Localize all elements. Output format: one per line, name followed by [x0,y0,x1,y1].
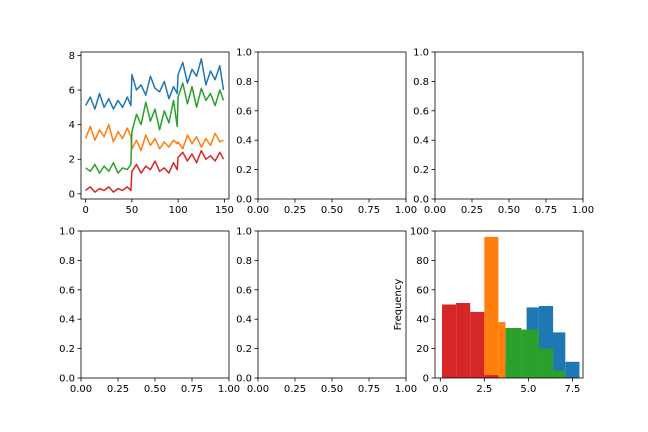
x-tick-label: 1.00 [395,384,417,395]
y-tick-label: 0.4 [413,136,429,147]
x-tick-label: 2.5 [476,384,492,395]
x-tick-label: 0.00 [247,205,269,216]
x-tick-label: 0.75 [358,384,380,395]
series-line-0 [84,58,225,110]
y-tick-label: 0.4 [59,315,75,326]
y-tick-label: 0.6 [59,285,75,296]
series-line-3 [85,149,225,193]
y-tick-label: 0.4 [236,315,252,326]
x-tick-label: 7.5 [564,384,580,395]
y-axis-label: Frequency [393,279,404,331]
x-tick-label: 0.25 [107,384,129,395]
x-tick-label: 0.00 [247,384,269,395]
axes-frame [434,230,584,379]
histogram-bar [456,303,471,378]
y-tick-label: 0.8 [236,256,252,267]
series-line-2 [85,82,225,174]
y-tick-label: 0.2 [236,344,252,355]
y-tick-label: 0.6 [236,106,252,117]
y-tick-label: 0.2 [236,165,252,176]
y-tick-label: 6 [69,86,75,97]
series-line-1 [84,123,224,152]
histogram-bar [553,332,566,378]
x-tick-label: 5.0 [520,384,536,395]
x-tick-label: 1.00 [572,205,594,216]
axes-row1-col2: 0.00 0.25 0.50 0.75 1.00 0.0 0.2 0.4 0.6 0.8 1.0 [236,48,417,217]
histogram-bar [484,236,499,378]
x-tick-label: 0.25 [461,205,483,216]
x-tick-label: 1.00 [218,384,240,395]
axes-row1-col1: 0 50 100 150 0 2 4 6 8 [69,51,234,216]
y-tick-label: 0.2 [59,344,75,355]
x-tick-label: 0.75 [358,205,380,216]
y-tick-label: 0.8 [413,77,429,88]
histogram-bar [565,361,580,378]
y-tick-label: 0 [423,374,429,385]
y-tick-label: 1.0 [59,227,75,238]
x-tick-label: 0.75 [535,205,557,216]
y-tick-label: 4 [69,120,75,131]
histogram-bar [539,348,554,378]
x-tick-label: 0.00 [70,384,92,395]
y-tick-label: 0.0 [413,195,429,206]
histogram-bar [498,322,506,378]
x-tick-label: 0.25 [284,205,306,216]
x-tick-label: 0.50 [498,205,520,216]
axes-row2-col2: 0.00 0.25 0.50 0.75 1.00 0.0 0.2 0.4 0.6 0.8 1.0 [236,227,417,396]
y-tick-label: 8 [69,51,75,62]
y-tick-label: 0.4 [236,136,252,147]
x-tick-label: 0.50 [144,384,166,395]
y-tick-label: 1.0 [413,48,429,59]
y-tick-label: 0.0 [59,374,75,385]
x-tick-label: 0.50 [321,384,343,395]
x-tick-label: 0 [82,205,88,216]
y-tick-label: 0.6 [236,285,252,296]
histogram-bar [484,375,499,378]
y-tick-label: 0.2 [413,165,429,176]
x-tick-label: 50 [126,205,139,216]
histogram-bar [505,328,522,378]
histogram-bar [521,329,539,378]
y-tick-label: 0.0 [236,374,252,385]
x-tick-label: 150 [215,205,234,216]
y-tick-label: 0.8 [236,77,252,88]
y-tick-label: 2 [69,155,75,166]
y-tick-label: 1.0 [236,48,252,59]
histogram-bar [470,311,485,378]
x-tick-label: 0.50 [321,205,343,216]
x-tick-label: 0.25 [284,384,306,395]
y-tick-label: 20 [416,344,429,355]
y-tick-label: 100 [410,227,429,238]
x-tick-label: 100 [169,205,188,216]
x-tick-label: 0.00 [424,205,446,216]
y-tick-label: 0.6 [413,106,429,117]
y-tick-label: 80 [416,256,429,267]
histogram-bar [553,370,566,378]
axes-row1-col3: 0.00 0.25 0.50 0.75 1.00 0.0 0.2 0.4 0.6 0.8 1.0 [413,48,594,217]
x-tick-label: 1.00 [395,205,417,216]
axes-row2-col3: 0.0 2.5 5.0 7.5 0 20 40 60 80 100 Frequency [393,227,584,395]
y-tick-label: 1.0 [236,227,252,238]
y-tick-label: 0.8 [59,256,75,267]
y-tick-label: 60 [416,285,429,296]
x-tick-label: 0.0 [432,384,448,395]
x-tick-label: 0.75 [181,384,203,395]
axes-row2-col1: 0.00 0.25 0.50 0.75 1.00 0.0 0.2 0.4 0.6 0.8 1.0 [59,227,240,396]
y-tick-label: 0 [69,189,75,200]
histogram-bar [442,304,457,378]
axes-frame [80,51,230,200]
y-tick-label: 40 [416,315,429,326]
y-tick-label: 0.0 [236,195,252,206]
